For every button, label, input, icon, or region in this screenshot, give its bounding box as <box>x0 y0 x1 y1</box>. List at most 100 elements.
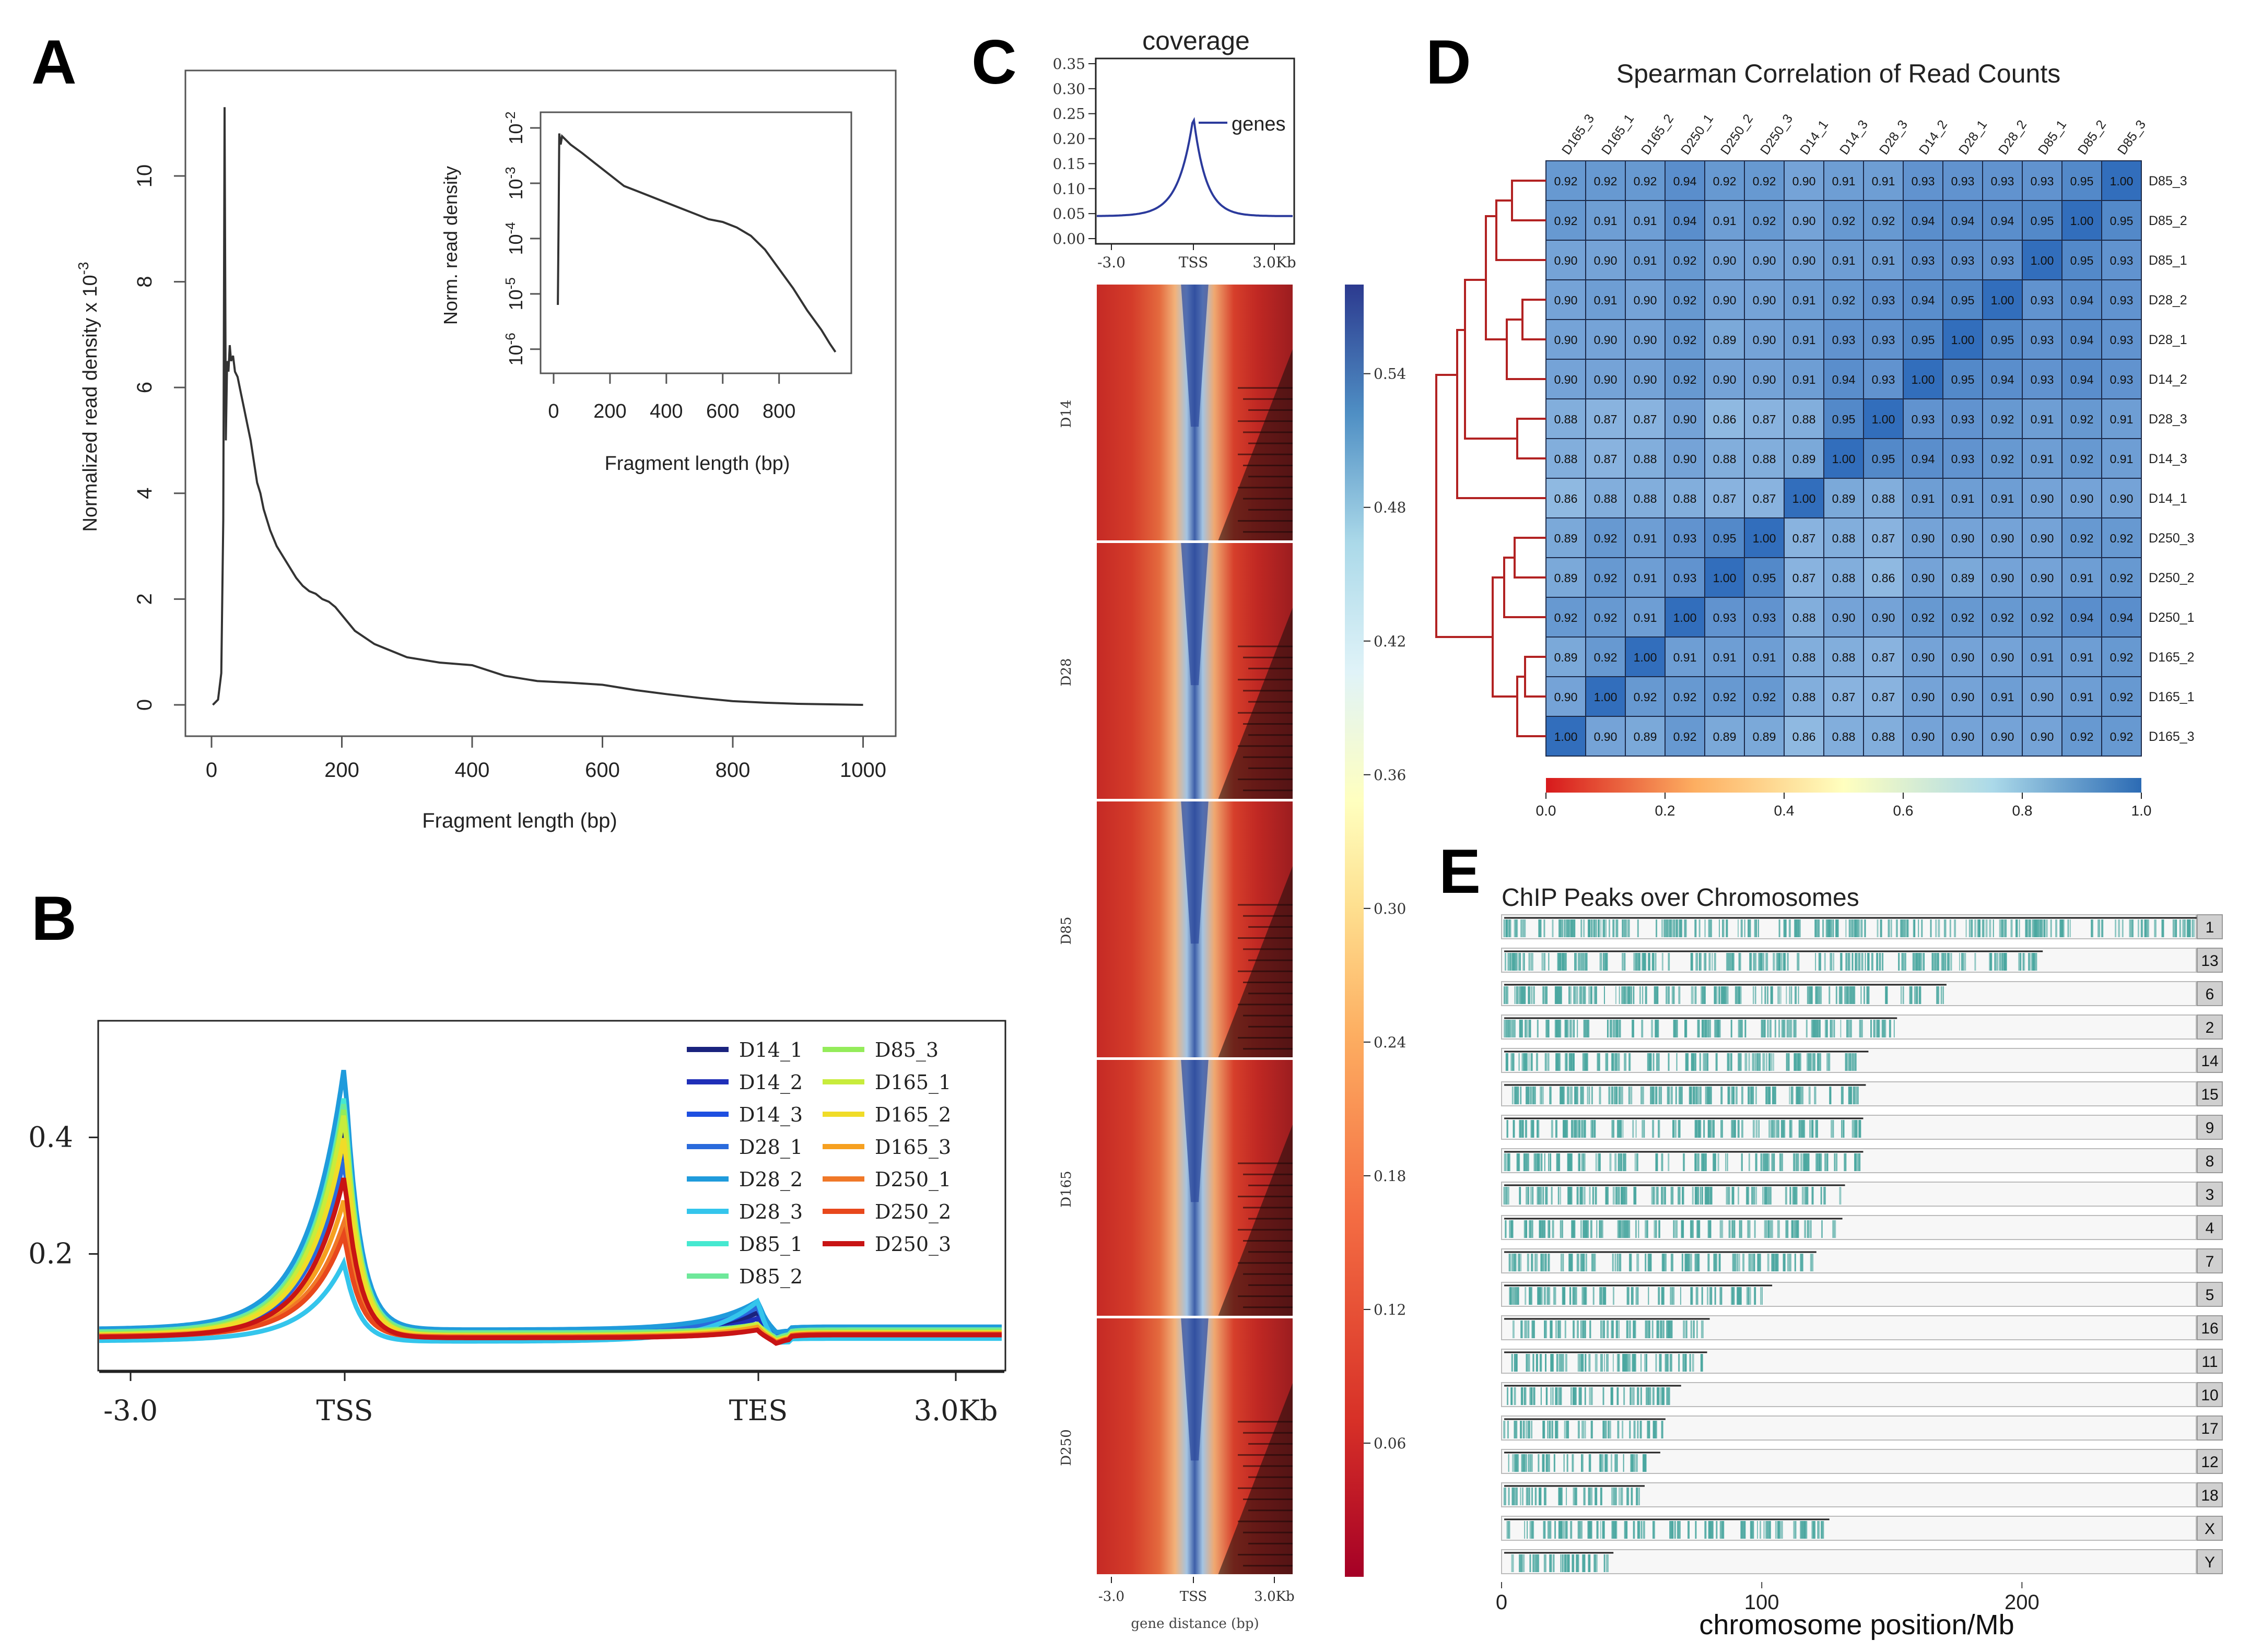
d-dendrogram-branch <box>1495 199 1546 261</box>
d-cell-value: 0.90 <box>1634 293 1657 307</box>
d-cell-value: 0.94 <box>2070 611 2094 624</box>
d-cell-value: 0.88 <box>1554 452 1578 466</box>
d-cell-value: 0.86 <box>1872 571 1895 585</box>
c-profile-ytick-label: 0.25 <box>1053 105 1085 123</box>
d-cell <box>1863 398 1904 439</box>
a-inset-xtick-label: 200 <box>593 400 626 422</box>
d-cell <box>1823 716 1864 757</box>
d-cell-value: 0.90 <box>1554 254 1578 267</box>
e-chromosome-row: Y <box>1501 1549 2223 1574</box>
d-col-label: D28_3 <box>1877 117 1911 157</box>
e-row-track <box>1501 1549 2197 1574</box>
e-chrom-label: 1 <box>2206 919 2214 936</box>
d-cell <box>2061 676 2102 717</box>
e-chrom-label-box <box>2197 1349 2223 1374</box>
b-series-line <box>99 1098 1002 1341</box>
d-cell-value: 0.92 <box>1673 373 1697 386</box>
a-inset-frame <box>540 111 852 374</box>
c-profile-ytick-label: 0.35 <box>1053 55 1085 73</box>
d-cell-value: 0.88 <box>1594 492 1618 505</box>
d-cell-value: 0.91 <box>2110 452 2134 466</box>
d-cell-value: 0.92 <box>1673 254 1697 267</box>
d-dendrogram-branch <box>1524 656 1546 698</box>
d-cell-value: 0.90 <box>2031 571 2054 585</box>
d-cell-value: 0.92 <box>2031 611 2054 624</box>
d-cell-value: 0.92 <box>2070 452 2094 466</box>
d-cell-value: 0.92 <box>1832 293 1856 307</box>
d-cell-value: 0.93 <box>1912 412 1935 426</box>
d-row-label: D165_2 <box>2149 650 2195 665</box>
a-ytick-label: 0 <box>133 699 156 711</box>
d-cell <box>1665 359 1705 399</box>
d-cell <box>1585 676 1626 717</box>
e-chrom-label-box <box>2197 1549 2223 1574</box>
d-cell <box>2101 319 2142 360</box>
d-row-label: D250_2 <box>2149 571 2195 585</box>
b-legend-label: D14_2 <box>739 1071 803 1094</box>
d-cell-value: 0.91 <box>1634 532 1657 545</box>
d-cell-value: 0.90 <box>2031 730 2054 744</box>
d-cell <box>1585 557 1626 598</box>
c-colorbar-tick-label: 0.30 <box>1374 900 1406 917</box>
e-chrom-label: 15 <box>2201 1086 2218 1103</box>
d-cell-value: 0.92 <box>1713 174 1737 188</box>
d-cell-value: 0.92 <box>2110 651 2134 664</box>
d-cell <box>1744 398 1785 439</box>
d-cell <box>1704 438 1745 479</box>
d-cell <box>2061 160 2102 201</box>
a-xtick-label: 0 <box>206 759 217 782</box>
d-cell-value: 0.89 <box>1554 651 1578 664</box>
e-chrom-label-box <box>2197 1516 2223 1541</box>
b-legend-label: D14_3 <box>739 1103 803 1127</box>
e-chromosome-row: 16 <box>1501 1315 2223 1340</box>
d-cell <box>2101 676 2142 717</box>
d-cell <box>1665 240 1705 280</box>
c-colorbar-tick-label: 0.36 <box>1374 766 1406 784</box>
d-cell <box>1823 676 1864 717</box>
d-cell <box>1982 517 2023 558</box>
e-chrom-label: X <box>2205 1520 2215 1538</box>
d-cell-value: 0.90 <box>1912 730 1935 744</box>
e-chrom-label-box <box>2197 1482 2223 1507</box>
d-cell-value: 1.00 <box>1912 373 1935 386</box>
d-cell-value: 0.89 <box>1713 730 1737 744</box>
d-cell-value: 0.93 <box>1951 412 1975 426</box>
e-chrom-label-box <box>2197 1382 2223 1407</box>
d-cell-value: 0.93 <box>1753 611 1776 624</box>
d-cell-value: 0.90 <box>1594 373 1618 386</box>
a-ytick-label: 2 <box>133 593 156 605</box>
d-cell-value: 0.90 <box>1991 651 2014 664</box>
d-cell-value: 0.90 <box>1951 532 1975 545</box>
d-cell-value: 0.93 <box>1872 293 1895 307</box>
d-cell <box>2101 279 2142 320</box>
d-cell-value: 0.92 <box>1991 412 2014 426</box>
d-col-label: D14_2 <box>1916 117 1950 157</box>
d-row-label: D85_2 <box>2149 214 2187 228</box>
c-heat-dark-tail <box>1218 1383 1293 1574</box>
d-cell-value: 0.89 <box>1792 452 1816 466</box>
e-chrom-label-box <box>2197 1415 2223 1441</box>
panel-label-e: E <box>1439 836 1481 906</box>
b-legend-label: D250_2 <box>875 1200 951 1224</box>
d-cell-value: 0.88 <box>1832 730 1856 744</box>
a-xtick-label: 600 <box>585 759 620 782</box>
d-cell <box>1982 319 2023 360</box>
d-cell-value: 0.90 <box>1594 730 1618 744</box>
d-cell <box>2061 478 2102 518</box>
b-legend-label: D165_2 <box>875 1103 951 1127</box>
d-cell <box>1942 636 1983 677</box>
d-cell-value: 0.87 <box>1832 690 1856 704</box>
d-cell <box>2022 636 2062 677</box>
d-cell-value: 0.91 <box>1951 492 1975 505</box>
d-cell-value: 1.00 <box>2031 254 2054 267</box>
e-chromosome-row: 11 <box>1501 1349 2223 1374</box>
d-dendrogram-branch <box>1514 537 1546 579</box>
a-density-line <box>212 107 863 706</box>
d-cell-value: 0.88 <box>1872 730 1895 744</box>
d-cell-value: 0.93 <box>1951 254 1975 267</box>
e-row-track <box>1501 981 2197 1006</box>
d-cell-value: 0.87 <box>1753 492 1776 505</box>
d-cell-value: 0.88 <box>1872 492 1895 505</box>
d-cell-value: 0.92 <box>1753 174 1776 188</box>
b-ytick-label: 0.4 <box>28 1120 73 1153</box>
